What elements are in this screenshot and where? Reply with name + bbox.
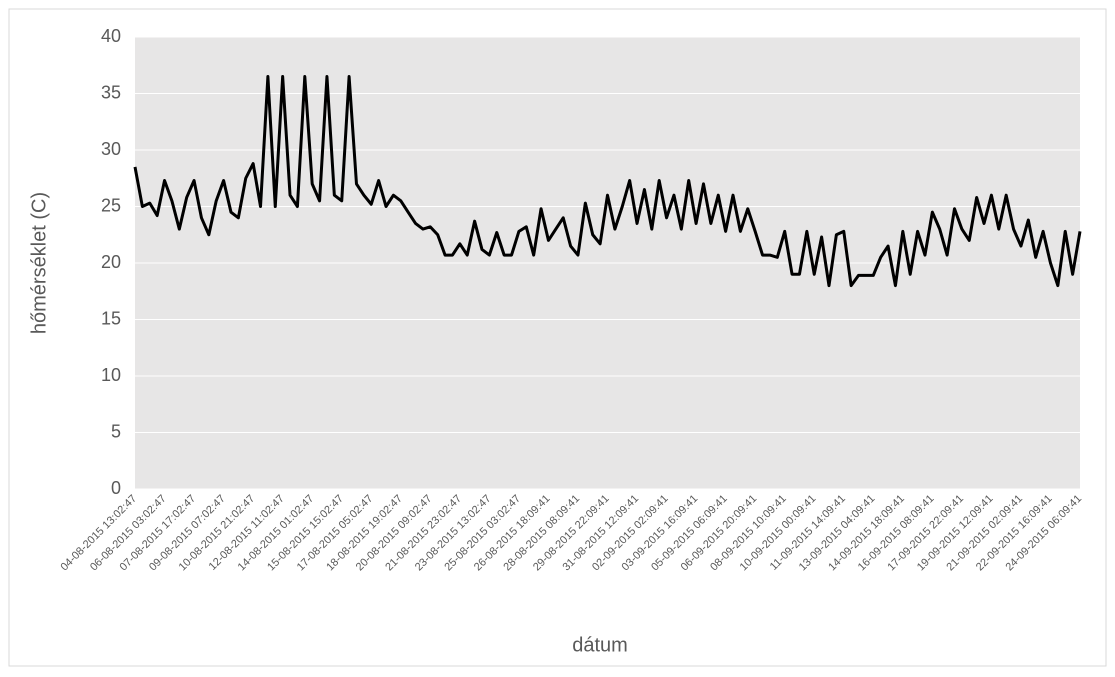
y-tick-label: 40 [101, 26, 121, 46]
data-line [133, 75, 1082, 288]
y-axis-title: hőmérséklet (C) [28, 192, 50, 334]
y-tick-label: 10 [101, 365, 121, 385]
y-tick-label: 20 [101, 252, 121, 272]
y-tick-label: 5 [111, 421, 121, 441]
y-tick-label: 30 [101, 139, 121, 159]
x-axis-title: dátum [572, 634, 628, 656]
y-tick-label: 0 [111, 478, 121, 498]
y-tick-label: 25 [101, 195, 121, 215]
y-tick-label: 35 [101, 82, 121, 102]
y-tick-label: 15 [101, 308, 121, 328]
